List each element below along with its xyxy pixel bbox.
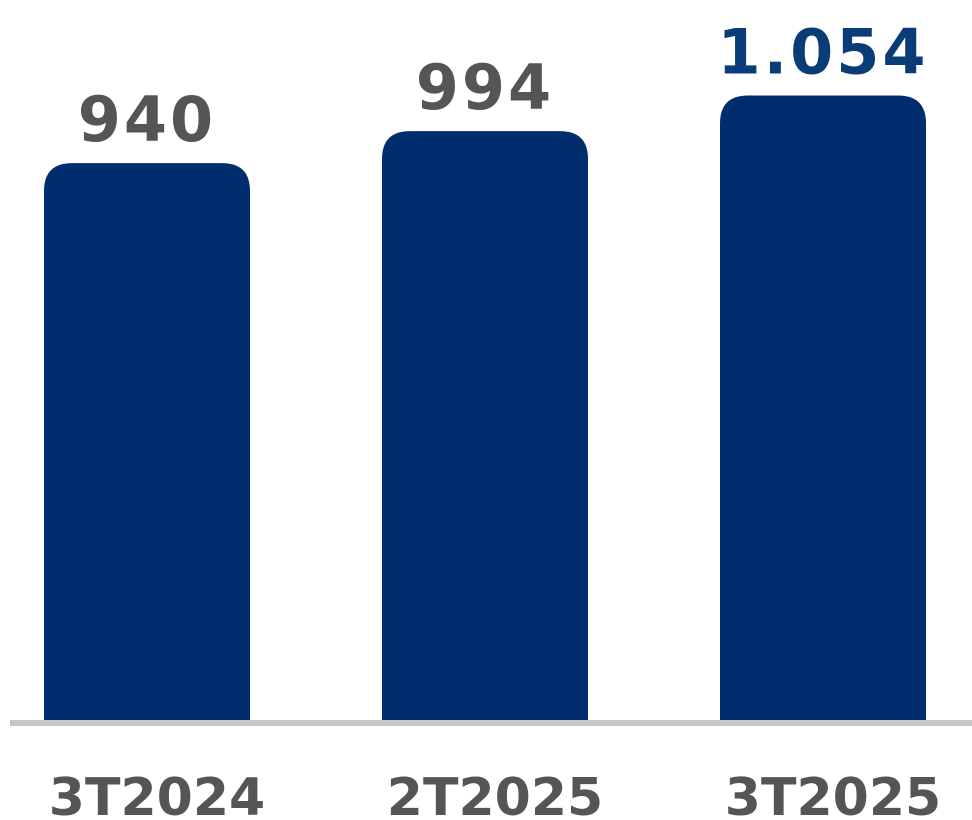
category-labels-layer: 3T2024 2T2025 3T2025	[49, 768, 941, 820]
bar-3T2025	[720, 95, 926, 721]
value-label-2T2025: 994	[416, 51, 554, 124]
value-label-3T2025: 1.054	[717, 16, 928, 89]
category-label-2T2025: 2T2025	[387, 768, 603, 820]
value-label-3T2024: 940	[78, 83, 216, 156]
category-label-3T2024: 3T2024	[49, 768, 265, 820]
bar-2T2025	[382, 131, 588, 721]
bars-layer	[44, 95, 926, 721]
bar-3T2024	[44, 163, 250, 720]
value-labels-layer: 940 994 1.054	[78, 16, 928, 157]
category-label-3T2025: 3T2025	[725, 768, 941, 820]
